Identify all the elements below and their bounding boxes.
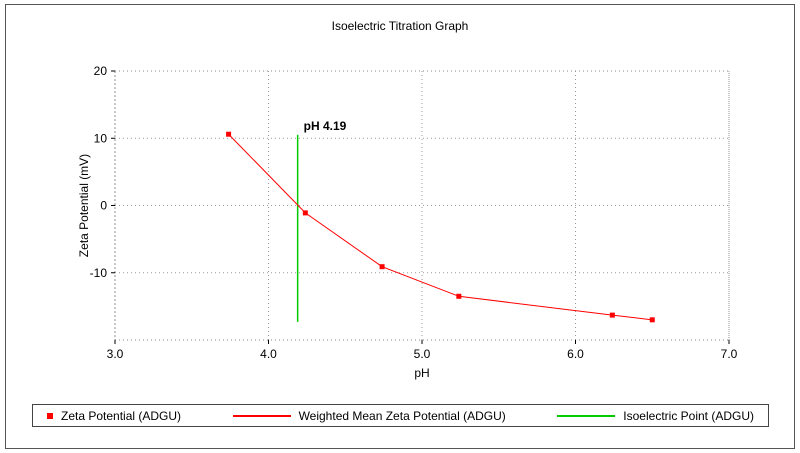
isoelectric-point-line-icon	[557, 414, 616, 417]
svg-text:10: 10	[94, 131, 108, 145]
svg-text:4.0: 4.0	[260, 347, 277, 361]
svg-text:pH 4.19: pH 4.19	[304, 119, 347, 133]
svg-text:7.0: 7.0	[721, 347, 738, 361]
legend-label-isoelectric-point: Isoelectric Point (ADGU)	[623, 408, 754, 423]
svg-text:20: 20	[94, 64, 108, 78]
svg-text:0: 0	[100, 199, 107, 213]
legend-item-zeta-potential: Zeta Potential (ADGU)	[47, 409, 181, 423]
isoelectric-titration-chart: 3.0 4.0 5.0 6.0 7.0 20 10 0 -10 pH Zeta Potential …	[77, 64, 738, 380]
chart-legend: Zeta Potential (ADGU) Weighted Mean Zeta…	[32, 404, 769, 427]
svg-text:5.0: 5.0	[414, 347, 431, 361]
zeta-potential-marker-icon	[47, 412, 53, 419]
svg-text:3.0: 3.0	[107, 347, 124, 361]
legend-label-zeta-potential: Zeta Potential (ADGU)	[61, 408, 182, 423]
chart-title: Isoelectric Titration Graph	[331, 19, 469, 33]
svg-text:-10: -10	[90, 266, 108, 280]
svg-text:6.0: 6.0	[567, 347, 584, 361]
svg-text:pH: pH	[414, 366, 429, 380]
legend-item-weighted-mean: Weighted Mean Zeta Potential (ADGU)	[232, 408, 506, 423]
weighted-mean-line-icon	[232, 414, 291, 417]
legend-label-weighted-mean: Weighted Mean Zeta Potential (ADGU)	[298, 408, 506, 423]
svg-text:Zeta Potential (mV): Zeta Potential (mV)	[77, 154, 91, 257]
legend-item-isoelectric-point: Isoelectric Point (ADGU)	[557, 409, 754, 423]
